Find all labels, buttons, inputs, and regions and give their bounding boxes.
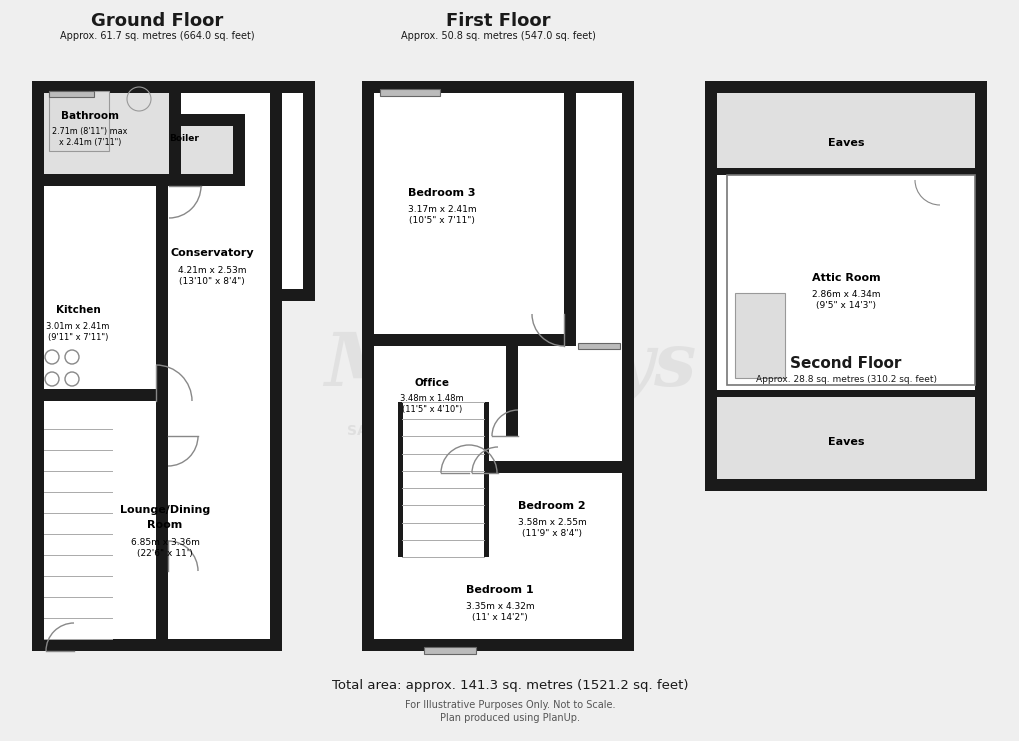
Text: 6.85m x 3.36m: 6.85m x 3.36m xyxy=(130,538,200,547)
Text: Approx. 28.8 sq. metres (310.2 sq. feet): Approx. 28.8 sq. metres (310.2 sq. feet) xyxy=(755,374,935,384)
Text: Approx. 61.7 sq. metres (664.0 sq. feet): Approx. 61.7 sq. metres (664.0 sq. feet) xyxy=(60,31,254,41)
Bar xyxy=(44,389,168,401)
Bar xyxy=(49,91,109,151)
Text: Second Floor: Second Floor xyxy=(790,356,901,370)
Bar xyxy=(564,93,576,346)
Bar xyxy=(716,93,974,479)
Text: 2.71m (8'11") max: 2.71m (8'11") max xyxy=(52,127,127,136)
Text: Eaves: Eaves xyxy=(827,437,863,447)
Bar xyxy=(44,93,270,639)
Text: (11' x 14'2"): (11' x 14'2") xyxy=(472,613,528,622)
Bar xyxy=(374,93,622,639)
Text: (9'5" x 14'3"): (9'5" x 14'3") xyxy=(815,301,875,310)
Bar xyxy=(974,81,986,491)
Text: 3.35m x 4.32m: 3.35m x 4.32m xyxy=(466,602,534,611)
Bar xyxy=(704,81,716,491)
Bar xyxy=(362,334,576,346)
Bar xyxy=(716,167,974,175)
Bar xyxy=(32,81,281,93)
Bar xyxy=(716,397,974,479)
Text: (11'9" x 8'4"): (11'9" x 8'4") xyxy=(522,529,582,538)
Bar xyxy=(362,81,374,651)
Bar xyxy=(44,174,169,186)
Text: 3.17m x 2.41m: 3.17m x 2.41m xyxy=(408,205,476,214)
Bar xyxy=(32,81,44,651)
Bar xyxy=(303,93,315,301)
Bar xyxy=(727,175,974,385)
Text: For Illustrative Purposes Only. Not to Scale.: For Illustrative Purposes Only. Not to S… xyxy=(405,700,614,710)
Text: 3.48m x 1.48m: 3.48m x 1.48m xyxy=(399,394,464,403)
Bar xyxy=(232,126,245,186)
Text: Lounge/Dining: Lounge/Dining xyxy=(120,505,210,515)
Text: 3.01m x 2.41m: 3.01m x 2.41m xyxy=(46,322,110,331)
Bar xyxy=(424,647,476,654)
Bar xyxy=(578,343,620,349)
Bar xyxy=(716,390,974,397)
Bar xyxy=(49,91,94,97)
Text: Eaves: Eaves xyxy=(827,138,863,148)
Text: (13'10" x 8'4"): (13'10" x 8'4") xyxy=(179,277,245,286)
Text: 2.86m x 4.34m: 2.86m x 4.34m xyxy=(811,290,879,299)
Text: Bathroom: Bathroom xyxy=(61,111,119,121)
Text: Bedroom 3: Bedroom 3 xyxy=(408,188,475,198)
Bar xyxy=(380,89,439,96)
Bar xyxy=(270,81,315,93)
Text: (11'5" x 4'10"): (11'5" x 4'10") xyxy=(401,405,462,414)
Text: Kitchen: Kitchen xyxy=(56,305,100,315)
Text: Ground Floor: Ground Floor xyxy=(91,12,223,30)
Text: 4.21m x 2.53m: 4.21m x 2.53m xyxy=(177,266,246,275)
Text: First Floor: First Floor xyxy=(445,12,549,30)
Text: x 2.41m (7'11"): x 2.41m (7'11") xyxy=(59,138,121,147)
Bar xyxy=(156,401,168,639)
Bar xyxy=(32,174,169,186)
Bar xyxy=(704,479,986,491)
Bar xyxy=(505,334,518,436)
Text: SALES    LETTING    MANAGEMENT: SALES LETTING MANAGEMENT xyxy=(346,424,612,438)
Bar xyxy=(180,114,245,126)
Text: Conservatory: Conservatory xyxy=(170,248,254,258)
Bar xyxy=(374,334,518,346)
Bar xyxy=(156,221,168,401)
Text: Bedroom 2: Bedroom 2 xyxy=(518,501,585,511)
Text: Milburys: Milburys xyxy=(323,329,696,403)
Bar xyxy=(362,639,634,651)
Bar xyxy=(270,289,315,301)
Bar xyxy=(716,175,974,390)
Bar xyxy=(32,639,281,651)
Text: (22'6" x 11'): (22'6" x 11') xyxy=(137,549,193,558)
Bar xyxy=(622,81,634,651)
Text: Boiler: Boiler xyxy=(169,134,199,143)
Bar xyxy=(156,186,168,221)
Text: Room: Room xyxy=(147,520,182,530)
Bar xyxy=(362,81,634,93)
Bar xyxy=(44,81,169,186)
Bar xyxy=(270,93,303,289)
Bar xyxy=(397,402,403,557)
Text: Bedroom 1: Bedroom 1 xyxy=(466,585,533,595)
Text: 3.58m x 2.55m: 3.58m x 2.55m xyxy=(517,518,586,527)
Text: Total area: approx. 141.3 sq. metres (1521.2 sq. feet): Total area: approx. 141.3 sq. metres (15… xyxy=(331,679,688,692)
Bar xyxy=(270,81,281,651)
Bar xyxy=(485,461,622,473)
Bar xyxy=(180,126,232,186)
Bar xyxy=(484,402,488,557)
Text: Approx. 50.8 sq. metres (547.0 sq. feet): Approx. 50.8 sq. metres (547.0 sq. feet) xyxy=(400,31,595,41)
Text: Plan produced using PlanUp.: Plan produced using PlanUp. xyxy=(439,713,580,723)
Text: Attic Room: Attic Room xyxy=(811,273,879,283)
Text: (10'5" x 7'11"): (10'5" x 7'11") xyxy=(409,216,475,225)
Text: Office: Office xyxy=(414,378,449,388)
Bar xyxy=(704,81,986,93)
Bar xyxy=(169,81,180,186)
Bar xyxy=(735,293,785,378)
Text: (9'11" x 7'11"): (9'11" x 7'11") xyxy=(48,333,108,342)
Bar xyxy=(716,93,974,167)
Bar xyxy=(180,174,245,186)
